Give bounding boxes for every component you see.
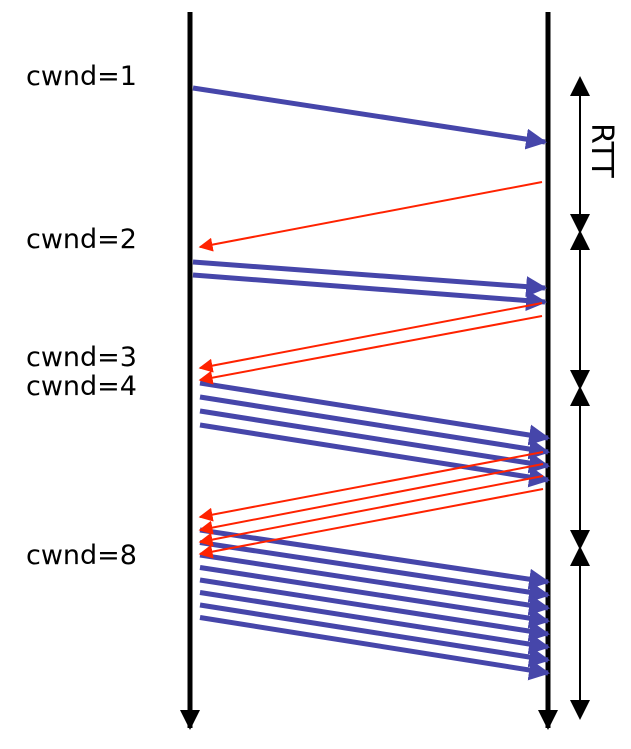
data-segment: [199, 615, 551, 681]
ack-segment: [198, 463, 544, 535]
data-segment: [199, 422, 551, 488]
ack-segment: [198, 302, 543, 373]
ack-segments: [198, 181, 544, 559]
data-segment: [199, 527, 551, 590]
cwnd-label-8: cwnd=8: [26, 540, 137, 571]
data-segment: [199, 602, 551, 668]
data-segment: [199, 394, 551, 460]
rtt-label: RTT: [584, 123, 619, 178]
data-segment: [199, 380, 551, 446]
data-segments: [192, 85, 551, 681]
ack-segment: [198, 181, 543, 252]
ack-segment: [198, 315, 543, 385]
data-segment: [199, 540, 551, 603]
ack-segment: [198, 475, 544, 547]
ack-segment: [198, 488, 544, 559]
data-segment: [199, 408, 551, 474]
data-segment: [199, 552, 551, 616]
cwnd-label-3: cwnd=3: [26, 342, 137, 373]
data-segment: [199, 577, 551, 642]
ack-segment: [198, 451, 544, 522]
data-segment: [192, 272, 548, 312]
data-segment: [199, 590, 551, 655]
cwnd-label-1: cwnd=1: [26, 61, 137, 92]
data-segment: [192, 259, 548, 298]
cwnd-label-2: cwnd=2: [26, 224, 137, 255]
data-segment: [192, 85, 548, 150]
cwnd-label-4: cwnd=4: [26, 371, 137, 402]
data-segment: [199, 565, 551, 629]
